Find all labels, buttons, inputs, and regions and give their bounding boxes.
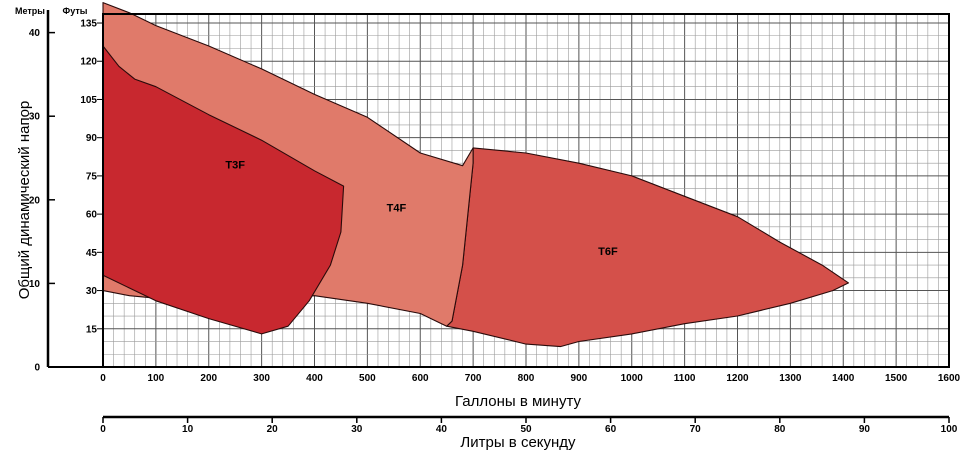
x2-tick-label: 60 <box>605 424 617 435</box>
x-tick-label: 1000 <box>621 373 644 384</box>
x2-tick-label: 80 <box>774 424 786 435</box>
x2-tick-label: 40 <box>436 424 448 435</box>
zone-label-t3f: T3F <box>225 159 245 171</box>
x-tick-label: 1400 <box>832 373 855 384</box>
pump-zones: T6F T4F T3F <box>102 2 850 348</box>
x-axis-label: Галлоны в минуту <box>455 393 582 410</box>
x2-tick-label: 0 <box>100 424 106 435</box>
x-tick-label: 900 <box>571 373 588 384</box>
y-meter-tick-label: 10 <box>29 279 41 290</box>
y-feet-tick-label: 75 <box>86 171 98 182</box>
y-feet-tick-label: 30 <box>86 286 98 297</box>
y-feet-tick-label: 135 <box>80 19 97 30</box>
x-tick-label: 100 <box>148 373 165 384</box>
x-tick-label: 1300 <box>779 373 802 384</box>
right-unit-label: Футы <box>63 6 88 16</box>
x2-tick-label: 10 <box>182 424 194 435</box>
x-tick-label: 1500 <box>885 373 908 384</box>
zone-label-t6f: T6F <box>598 246 618 258</box>
x-tick-label: 200 <box>200 373 217 384</box>
y-feet-tick-label: 90 <box>86 133 98 144</box>
left-unit-label: Метры <box>15 6 45 16</box>
x2-tick-label: 30 <box>351 424 363 435</box>
y-meter-tick-label: 0 <box>34 363 40 374</box>
x-tick-label: 300 <box>253 373 270 384</box>
zone-label-t4f: T4F <box>387 203 407 215</box>
y-meter-tick-label: 40 <box>29 28 41 39</box>
y-meter-tick-label: 20 <box>29 195 41 206</box>
x2-tick-label: 20 <box>267 424 279 435</box>
x-tick-label: 700 <box>465 373 482 384</box>
axes: 0 100 200 300 400 500 600 700 800 900 1000 1100 1200… <box>29 10 961 435</box>
x-tick-label: 1200 <box>726 373 749 384</box>
x-tick-label: 1600 <box>938 373 961 384</box>
y-axis-label: Общий динамический напор <box>16 101 33 300</box>
x2-tick-label: 90 <box>859 424 871 435</box>
x-tick-label: 800 <box>518 373 535 384</box>
x2-axis-label: Литры в секунду <box>460 434 576 451</box>
x2-tick-label: 100 <box>941 424 958 435</box>
y-feet-tick-label: 60 <box>86 210 98 221</box>
y-feet-tick-label: 45 <box>86 248 98 259</box>
y-feet-tick-label: 105 <box>80 95 97 106</box>
x-tick-label: 500 <box>359 373 376 384</box>
x-tick-label: 600 <box>412 373 429 384</box>
y-feet-tick-label: 15 <box>86 324 98 335</box>
x-tick-label: 1100 <box>674 373 696 384</box>
y-meter-tick-label: 30 <box>29 112 41 123</box>
plot-frame <box>102 13 950 368</box>
x2-tick-label: 50 <box>520 424 532 435</box>
x-tick-label: 400 <box>306 373 323 384</box>
x2-tick-label: 70 <box>690 424 702 435</box>
y-feet-tick-label: 120 <box>80 57 97 68</box>
zone-t3f <box>102 45 345 335</box>
x-tick-label: 0 <box>100 373 106 384</box>
